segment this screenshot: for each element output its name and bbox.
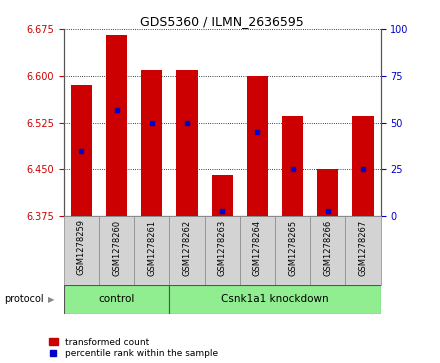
Bar [134,216,169,285]
Bar [205,216,240,285]
Text: protocol: protocol [4,294,44,305]
Text: Csnk1a1 knockdown: Csnk1a1 knockdown [221,294,329,305]
Bar [106,35,127,216]
Text: GSM1278259: GSM1278259 [77,219,86,276]
Text: GSM1278261: GSM1278261 [147,219,156,276]
Text: GSM1278264: GSM1278264 [253,219,262,276]
Bar [240,216,275,285]
Text: GSM1278263: GSM1278263 [218,219,227,276]
Text: GSM1278260: GSM1278260 [112,219,121,276]
Bar [99,216,134,285]
Bar [141,70,162,216]
Bar [64,285,169,314]
Text: ▶: ▶ [48,295,54,304]
Bar [282,116,303,216]
Bar [310,216,345,285]
Bar [71,85,92,216]
Title: GDS5360 / ILMN_2636595: GDS5360 / ILMN_2636595 [140,15,304,28]
Bar [247,76,268,216]
Text: GSM1278265: GSM1278265 [288,219,297,276]
Bar [352,116,374,216]
Bar [345,216,381,285]
Bar [169,285,381,314]
Bar [169,216,205,285]
Bar [212,175,233,216]
Text: GSM1278267: GSM1278267 [359,219,367,276]
Text: control: control [99,294,135,305]
Text: GSM1278266: GSM1278266 [323,219,332,276]
Bar [176,70,198,216]
Bar [275,216,310,285]
Bar [317,169,338,216]
Text: GSM1278262: GSM1278262 [183,219,191,276]
Bar [64,216,99,285]
Legend: transformed count, percentile rank within the sample: transformed count, percentile rank withi… [48,338,218,359]
